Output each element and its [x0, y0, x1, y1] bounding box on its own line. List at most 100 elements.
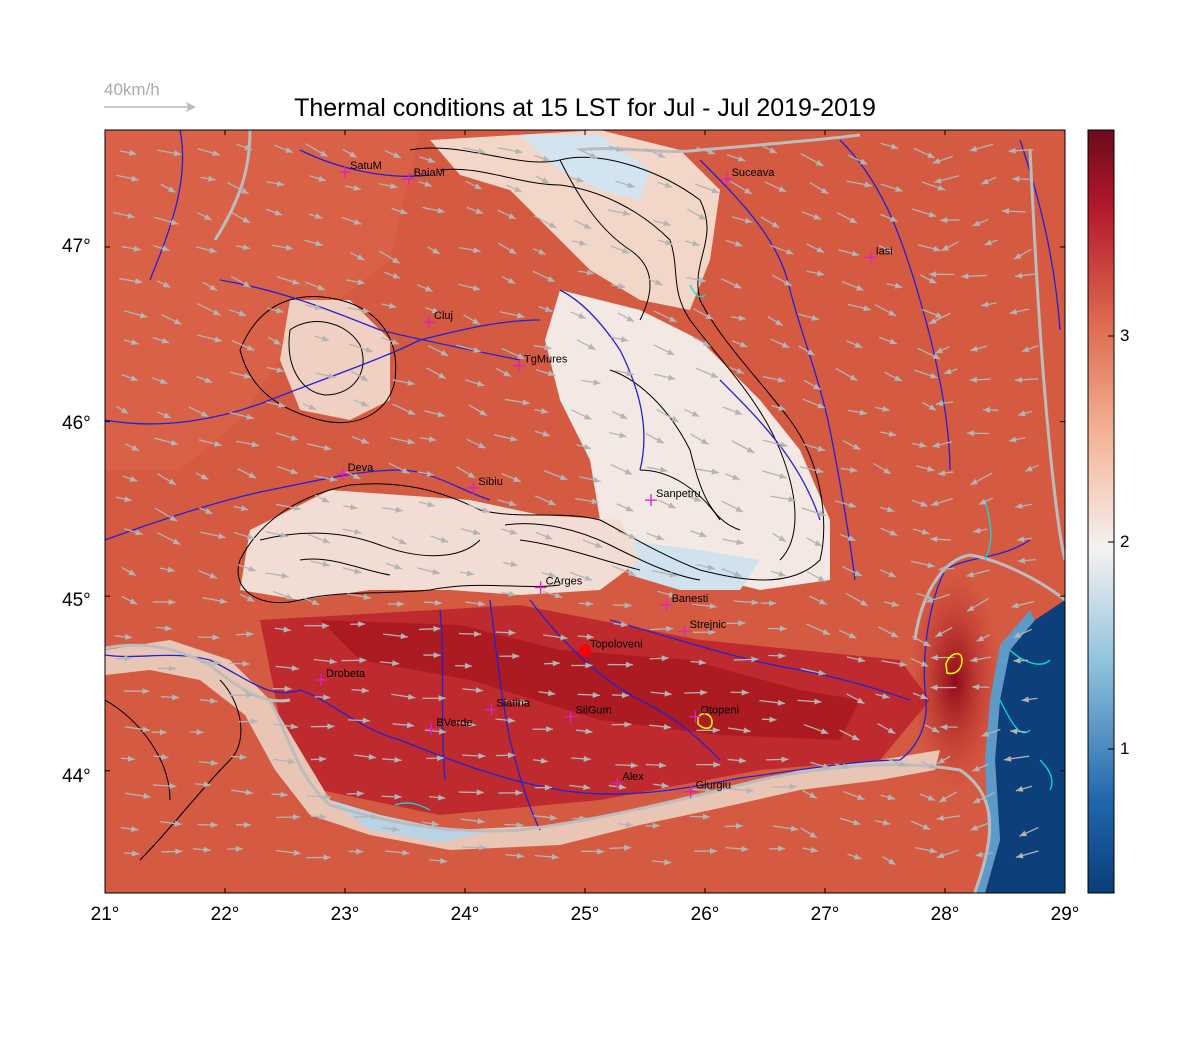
wind-arrow [392, 379, 415, 386]
wind-arrow [842, 440, 861, 451]
city-marker-icon [513, 359, 525, 372]
wind-arrow [275, 849, 301, 856]
wind-arrow [577, 633, 594, 640]
wind-arrow [541, 571, 557, 578]
wind-arrow [309, 175, 327, 182]
thermal-hotspot-dobrogea [910, 570, 1000, 790]
wind-arrow [847, 853, 862, 860]
wind-arrow [116, 655, 132, 662]
wind-arrow [729, 366, 745, 374]
wind-arrow [575, 728, 593, 735]
wind-arrow [124, 443, 140, 452]
wind-arrow [382, 506, 403, 513]
wind-arrow [1015, 503, 1032, 509]
city-label: Giurgiu [696, 780, 731, 792]
wind-arrow [314, 694, 331, 701]
wind-arrow [341, 216, 362, 225]
city-label: TgMures [524, 354, 568, 366]
wind-arrow [501, 472, 522, 483]
wind-arrow [875, 693, 890, 699]
wind-arrow [124, 528, 143, 536]
wind-arrow [313, 658, 337, 665]
wind-arrow [935, 346, 950, 354]
wind-arrow [341, 657, 367, 664]
colorbar-ticks [1108, 335, 1114, 750]
wind-arrow [230, 275, 251, 288]
wind-arrow [188, 406, 209, 418]
wind-arrow [692, 629, 716, 636]
wind-arrow [1015, 272, 1036, 279]
wind-arrow [612, 602, 632, 609]
wind-arrow [426, 755, 445, 762]
wind-arrow [233, 531, 255, 540]
wind-arrow [725, 845, 749, 852]
wind-arrow [154, 216, 179, 226]
wind-arrow [940, 724, 958, 731]
wind-arrow [272, 685, 292, 692]
wind-arrow [419, 625, 441, 632]
wind-arrow [115, 496, 132, 503]
wind-arrow [310, 560, 330, 567]
black-sea [985, 600, 1065, 893]
wind-arrow [381, 793, 402, 800]
wind-arrow [343, 504, 358, 511]
wind-arrow [696, 146, 716, 155]
wind-arrow [928, 312, 951, 325]
wind-arrow [1009, 308, 1030, 315]
wind-arrow [391, 693, 416, 700]
city-marker-icon [611, 777, 624, 790]
colorbar-label-3: 3 [1120, 326, 1130, 345]
wind-arrow [533, 344, 552, 351]
wind-arrow [975, 851, 994, 858]
wind-arrow [572, 239, 587, 246]
wind-arrow [267, 336, 282, 346]
wind-arrow [934, 626, 953, 638]
city-suceava: Suceava [720, 167, 775, 185]
wind-arrow [427, 246, 441, 255]
wind-arrow [306, 793, 332, 800]
wind-arrow [984, 239, 998, 246]
wind-arrow [538, 305, 553, 313]
wind-arrow [981, 728, 1001, 737]
wind-arrow [378, 182, 398, 189]
wind-arrow [1008, 147, 1034, 154]
wind-arrow [771, 404, 787, 411]
city-marker-icon [684, 785, 697, 798]
wind-arrow [230, 754, 247, 761]
wind-arrow [969, 143, 994, 152]
wind-arrow [581, 848, 605, 855]
wind-arrow [391, 536, 407, 545]
city-marker-icon [336, 467, 349, 480]
wind-arrow [497, 209, 517, 220]
wind-arrow [236, 244, 251, 251]
city-marker-icon [467, 481, 480, 494]
wind-arrow [764, 181, 787, 193]
lon-label-25: 25° [570, 904, 600, 925]
wind-arrow [157, 411, 172, 419]
wind-arrow [346, 790, 365, 797]
wind-arrow [690, 659, 707, 666]
wind-arrow [350, 251, 365, 261]
wind-arrow [1017, 557, 1036, 564]
wind-arrow [921, 308, 944, 319]
wind-arrow [609, 432, 627, 438]
wind-arrow [809, 182, 829, 195]
wind-arrow [151, 377, 168, 385]
wind-speed-legend-arrow [104, 102, 196, 112]
wind-arrow [116, 174, 139, 182]
wind-arrow [840, 533, 856, 542]
wind-arrow [275, 665, 299, 672]
colorbar-label-2: 2 [1120, 532, 1130, 551]
wind-arrow [730, 180, 752, 195]
wind-arrow [534, 784, 552, 791]
wind-arrow [303, 597, 320, 606]
wind-arrow [271, 244, 294, 251]
wind-arrow [342, 567, 362, 574]
wind-arrow [1017, 410, 1032, 417]
wind-arrow [535, 369, 556, 377]
thermal-field-south-hotter [320, 620, 860, 740]
wind-arrow [493, 434, 518, 442]
wind-arrow [120, 826, 139, 832]
wind-arrow [730, 689, 749, 696]
wind-arrow [533, 215, 557, 229]
